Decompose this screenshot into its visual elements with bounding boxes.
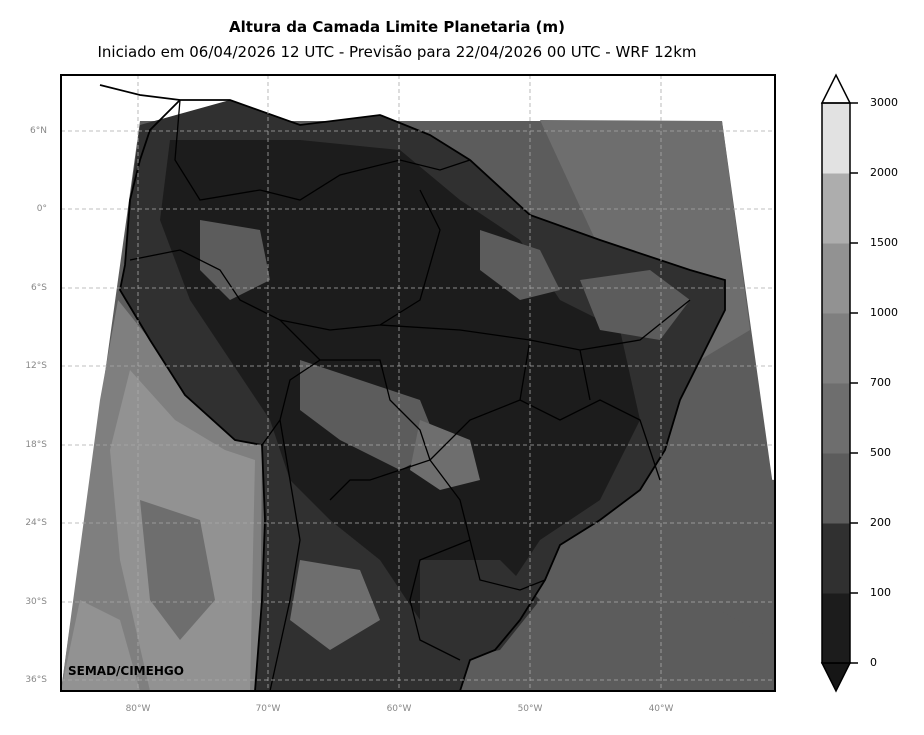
lon-label: 50°W [517, 704, 543, 714]
credit-label: SEMAD/CIMEHGO [68, 664, 184, 678]
lat-label: 0° [36, 204, 47, 214]
colorbar [820, 73, 858, 693]
gridlines [61, 75, 775, 691]
colorbar-segment [822, 103, 850, 174]
colorbar-tick-label: 0 [870, 656, 877, 669]
colorbar-tick-label: 100 [870, 586, 891, 599]
colorbar-tick-label: 1000 [870, 306, 898, 319]
colorbar-tick-label: 3000 [870, 96, 898, 109]
colorbar-segment [822, 173, 850, 244]
lat-label: 18°S [25, 440, 47, 450]
colorbar-over-extend [820, 73, 852, 104]
colorbar-segment [822, 243, 850, 314]
colorbar-tick-label: 500 [870, 446, 891, 459]
country-borders [129, 99, 691, 691]
colorbar-tick-label: 2000 [870, 166, 898, 179]
lon-label: 80°W [125, 704, 151, 714]
map-frame [60, 74, 776, 692]
colorbar-tick-label: 700 [870, 376, 891, 389]
lat-label: 6°N [30, 126, 47, 136]
colorbar-segment [822, 523, 850, 594]
lat-label: 36°S [25, 675, 47, 685]
lat-label: 6°S [31, 283, 47, 293]
lat-label: 24°S [25, 518, 47, 528]
lon-label: 40°W [648, 704, 674, 714]
colorbar-segment [822, 593, 850, 664]
lon-label: 60°W [386, 704, 412, 714]
map-title: Altura da Camada Limite Planetaria (m) [228, 18, 566, 36]
colorbar-under-extend [820, 662, 852, 693]
map-plot-area [61, 75, 775, 691]
lon-label: 70°W [255, 704, 281, 714]
lat-label: 30°S [25, 597, 47, 607]
colorbar-segment [822, 313, 850, 384]
colorbar-tick-label: 200 [870, 516, 891, 529]
map-subtitle: Iniciado em 06/04/2026 12 UTC - Previsão… [97, 43, 697, 61]
coastline [99, 84, 726, 691]
colorbar-segment [822, 383, 850, 454]
colorbar-segment [822, 453, 850, 524]
colorbar-tick-label: 1500 [870, 236, 898, 249]
lat-label: 12°S [25, 361, 47, 371]
